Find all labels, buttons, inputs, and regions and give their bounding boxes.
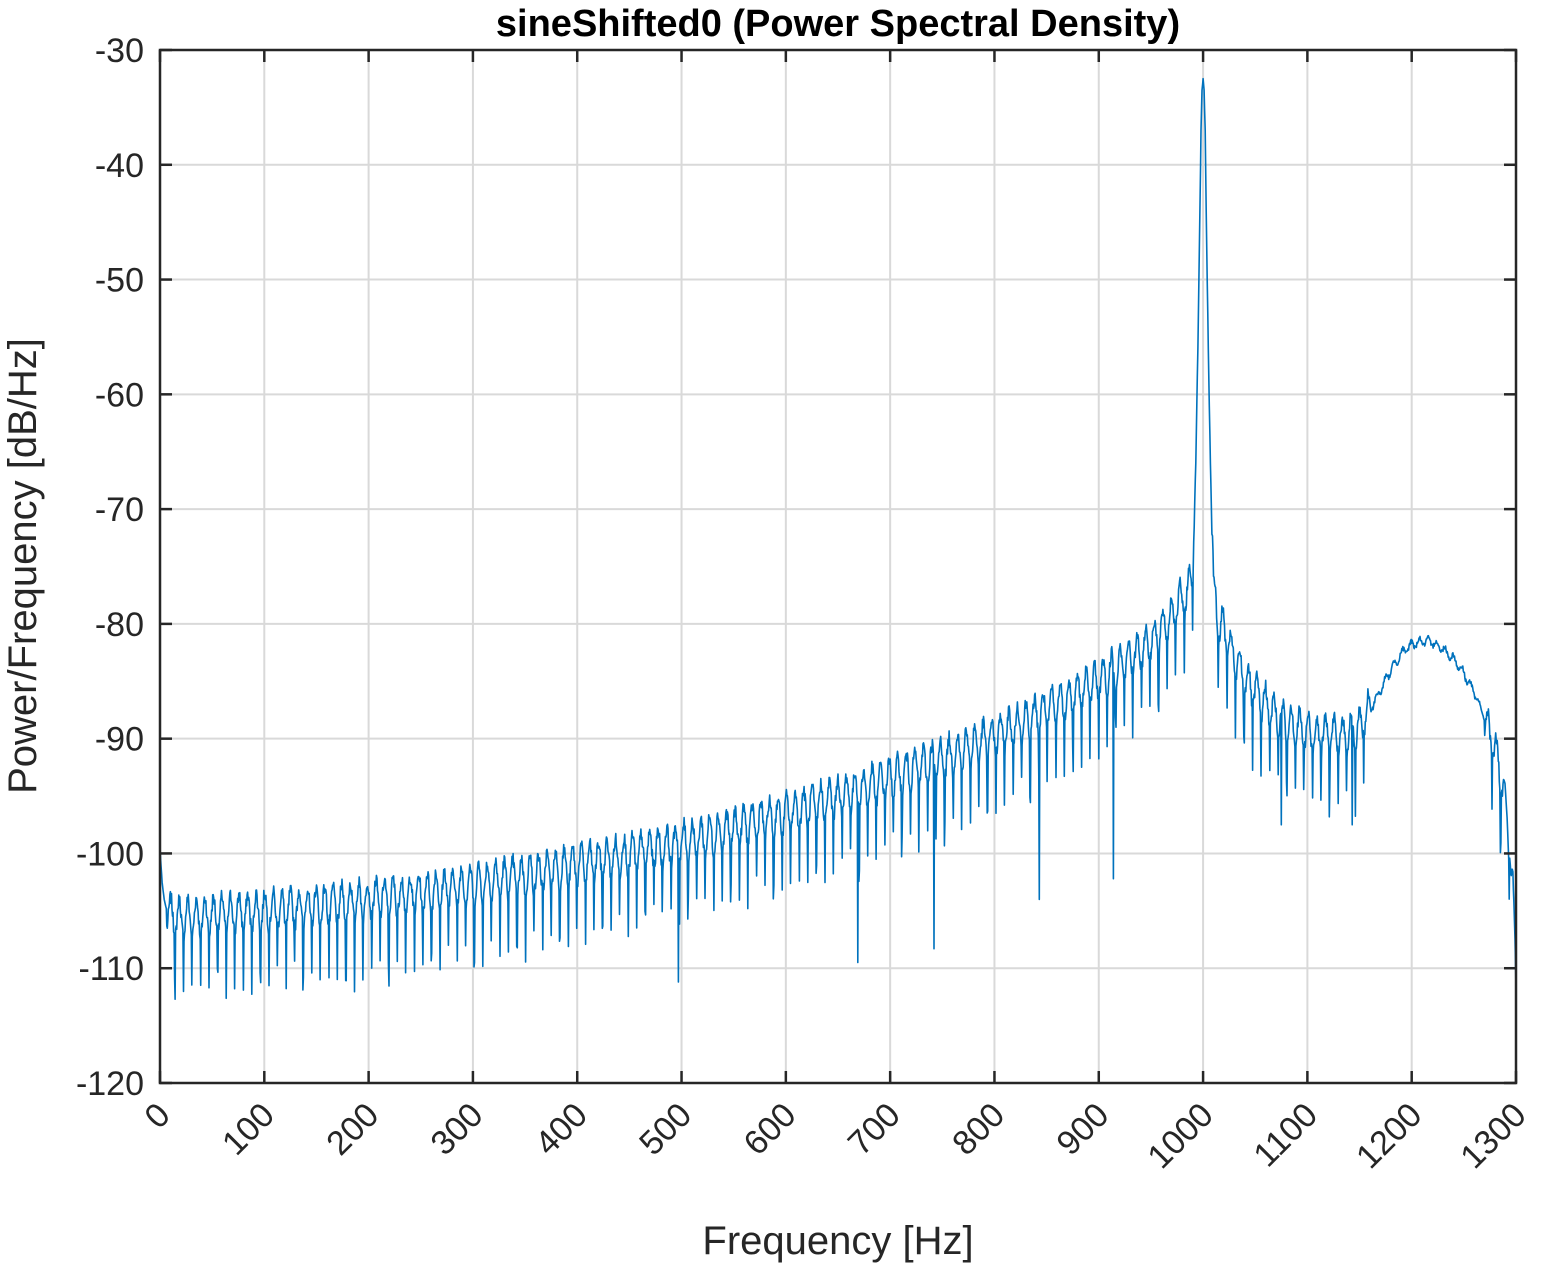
y-tick-label: -60 [95,376,144,414]
x-tick-label: 100 [215,1096,282,1163]
y-tick-label: -110 [78,950,144,988]
x-tick-label: 900 [1049,1096,1116,1163]
x-tick-label: 200 [319,1096,386,1163]
tick-marks [158,48,1518,1085]
y-tick-label: -100 [76,835,144,873]
x-tick-label: 800 [945,1096,1012,1163]
x-tick-label: 1200 [1349,1096,1429,1176]
plot-area [159,77,1517,1000]
axes-frame [158,48,1518,1085]
x-tick-label: 700 [841,1096,908,1163]
x-tick-label: 400 [528,1096,595,1163]
y-tick-labels: -120 -110 -100 -90 -80 -70 -60 -50 -40 -30 [76,32,144,1103]
x-tick-labels: 0 100 200 300 400 500 600 700 800 900 1000 1100 1200… [137,1096,1533,1176]
y-axis-label: Power/Frequency [dB/Hz] [1,338,45,794]
x-tick-label: 1000 [1140,1096,1220,1176]
x-tick-label: 1300 [1453,1096,1533,1176]
y-tick-label: -120 [76,1065,144,1103]
x-tick-label: 600 [737,1096,804,1163]
y-tick-label: -40 [95,147,144,185]
x-axis-label: Frequency [Hz] [702,1219,973,1263]
y-tick-label: -90 [95,721,144,759]
x-tick-label: 1100 [1246,1096,1325,1175]
y-tick-label: -80 [95,606,144,644]
psd-series-line [159,77,1517,1000]
y-tick-label: -70 [95,491,144,529]
x-tick-label: 500 [632,1096,699,1163]
y-tick-label: -50 [95,262,144,300]
x-tick-label: 300 [424,1096,491,1163]
chart-title: sineShifted0 (Power Spectral Density) [496,3,1180,45]
y-tick-label: -30 [95,32,144,70]
